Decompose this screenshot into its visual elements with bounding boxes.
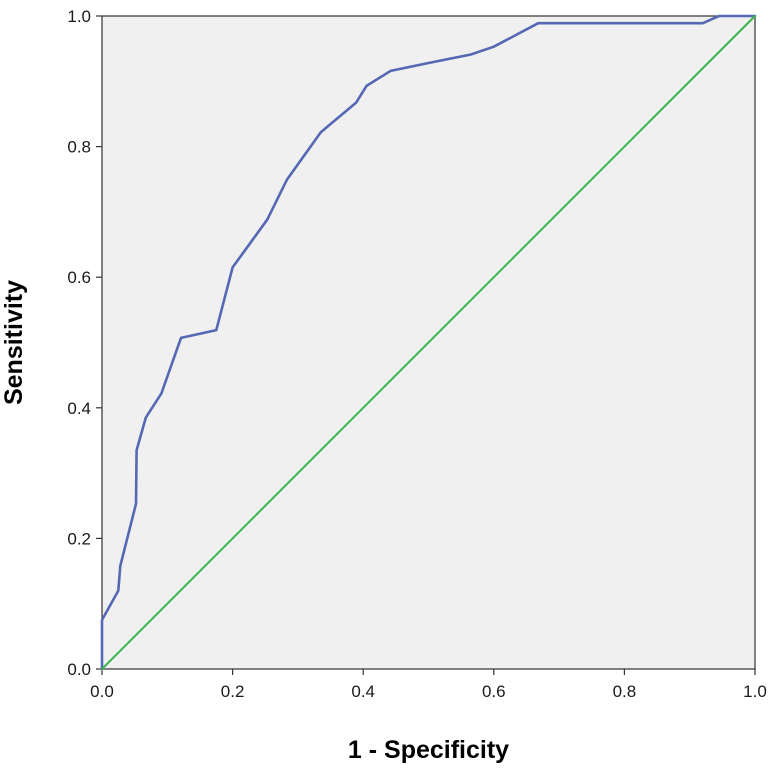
- x-tick-label: 1.0: [743, 682, 767, 701]
- x-tick-label: 0.4: [351, 682, 375, 701]
- series-layer: [100, 14, 757, 671]
- y-axis-title: Sensitivity: [0, 280, 28, 405]
- x-tick-label: 0.8: [613, 682, 637, 701]
- x-tick-label: 0.0: [90, 682, 114, 701]
- x-tick-label: 0.2: [221, 682, 245, 701]
- y-tick-label: 0.8: [67, 138, 91, 157]
- y-tick-label: 0.6: [67, 268, 91, 287]
- x-tick-label: 0.6: [482, 682, 506, 701]
- y-tick-label: 0.2: [67, 529, 91, 548]
- y-tick-label: 1.0: [67, 7, 91, 26]
- axis-ticks: 0.0 0.2 0.4 0.6 0.8 1.0 0.0 0.2 0.4 0.6 0.8 1.0: [67, 7, 766, 701]
- y-tick-label: 0.0: [67, 660, 91, 679]
- x-axis-title: 1 - Specificity: [348, 736, 509, 764]
- roc-curve-line: [100, 14, 757, 671]
- y-tick-label: 0.4: [67, 399, 91, 418]
- reference-diagonal-line: [101, 15, 756, 670]
